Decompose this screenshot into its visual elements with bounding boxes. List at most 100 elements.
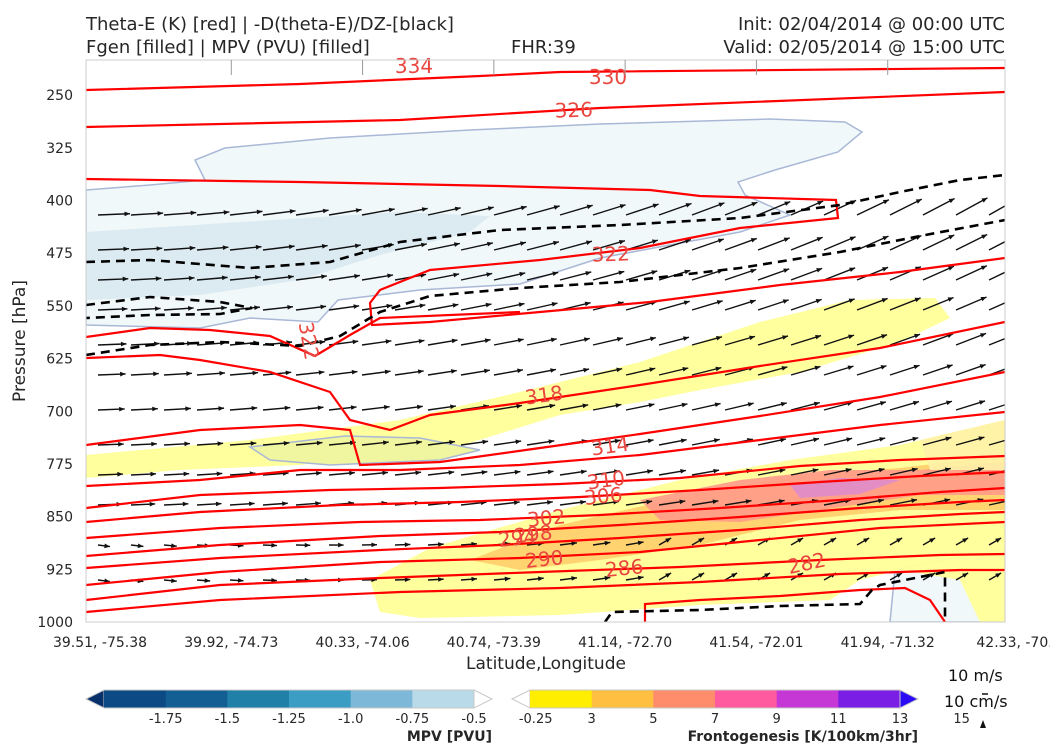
wind-vector-head (321, 274, 327, 279)
wind-vector-head (315, 470, 322, 476)
stability-contour (86, 295, 253, 320)
theta-e-label: 310 (585, 466, 626, 495)
wind-vector-head (282, 501, 288, 506)
wind-vector-head (613, 499, 620, 505)
wind-vector (823, 267, 856, 281)
title-line-1: Theta-E (K) [red] | -D(theta-E)/DZ-[blac… (86, 14, 454, 35)
wind-vector-head (317, 405, 324, 411)
wind-vector-head (438, 577, 444, 582)
y-tick-label: 475 (46, 246, 73, 262)
wind-vector-head (382, 470, 388, 476)
wind-vector-head (685, 203, 692, 208)
wind-vector-head (1014, 265, 1020, 269)
wind-vector-head (122, 276, 129, 282)
wind-vector-head (256, 209, 263, 215)
fgen-colorbar-label: Frontogenesis [K/100km/3hr] (688, 729, 918, 745)
wind-vector-head (190, 210, 197, 216)
wind-vector-head (616, 367, 623, 373)
wind-vector-head (948, 235, 955, 240)
wind-vector-head (879, 401, 886, 406)
wind-vector-head (504, 576, 511, 582)
wind-vector-head (616, 337, 623, 342)
fgen-colorbar-segment (530, 690, 593, 708)
wind-vector-head (714, 402, 721, 408)
wind-vector-head (718, 202, 725, 208)
wind-vector-head (550, 337, 557, 343)
wind-vector-head (613, 469, 620, 475)
wind-vector-head (604, 540, 611, 546)
wind-vector-head (371, 542, 378, 548)
wind-vector-head (1013, 333, 1019, 337)
wind-vector-head (416, 404, 423, 410)
wind-vector-head (518, 302, 525, 308)
x-tick-label: 42.33, -70.6 (976, 635, 1050, 651)
fgen-colorbar: 3 5 7 9 11 13 15 (510, 689, 970, 727)
wind-vector-head (618, 270, 625, 276)
wind-vector-head (516, 404, 523, 409)
wind-vector-head (517, 368, 523, 374)
y-tick-label: 1000 (37, 615, 73, 631)
theta-e-contours (86, 66, 1005, 622)
wind-vector-head (383, 405, 390, 410)
wind-vector-head (404, 542, 411, 547)
wind-vector-head (388, 207, 395, 213)
valid-time: Valid: 02/05/2014 @ 15:00 UTC (723, 37, 1005, 58)
wind-vector-head (882, 236, 889, 241)
wind-vector-head (750, 268, 757, 274)
wind-vector-head (454, 206, 461, 212)
wind-vector-head (683, 300, 690, 306)
wind-vector-head (652, 203, 659, 209)
wind-vector-head (353, 304, 360, 309)
wind-vector-head (284, 405, 291, 411)
wind-vector (691, 238, 725, 251)
wind-vector (724, 237, 758, 251)
wind-vector-head (880, 365, 887, 370)
wind-vector (988, 500, 1005, 506)
wind-vector-head (781, 366, 788, 371)
wind-vectors (97, 197, 1020, 584)
wind-vector-head (185, 406, 191, 412)
wind-vector-head (637, 540, 644, 546)
wind-vector (658, 202, 692, 216)
wind-vector-head (252, 370, 259, 376)
wind-vector-head (683, 336, 689, 341)
y-tick-label: 775 (46, 457, 73, 473)
y-tick-label: 700 (46, 404, 73, 420)
wind-vector-head (814, 365, 821, 371)
wind-vector-head (484, 368, 490, 374)
wind-vector-head (604, 575, 611, 581)
wind-vector (526, 205, 560, 216)
forecast-hour: FHR:39 (511, 37, 576, 58)
y-axis-ticks: 250 325 400 475 550 625 700 775 850 925 1000 (37, 88, 73, 631)
theta-e-contour (86, 320, 1005, 432)
theta-e-label: 302 (526, 504, 566, 532)
wind-vector (724, 201, 758, 216)
wind-vector-head (783, 268, 790, 273)
wind-vector-head (878, 467, 885, 473)
wind-vector-head (981, 234, 988, 240)
wind-vector-head (187, 341, 193, 346)
wind-vector-head (248, 501, 255, 507)
wind-ref-horizontal: 10 m/s (948, 666, 1003, 685)
wind-vector-head (731, 573, 738, 578)
wind-vector-head (1014, 234, 1020, 239)
wind-vector-head (121, 306, 128, 312)
fgen-colorbar-outline (530, 689, 900, 709)
wind-vector-head (149, 501, 156, 507)
wind-vector-head (980, 296, 987, 302)
y-tick-label: 400 (46, 194, 73, 210)
wind-vector-head (962, 573, 969, 578)
mpv-colorbar-end-left (84, 689, 105, 709)
theta-e-contour (86, 177, 1005, 327)
wind-vector-head (995, 538, 1002, 543)
wind-vector (427, 207, 461, 216)
wind-vector-head (580, 500, 586, 505)
fgen-colorbar-tick: 9 (773, 712, 781, 727)
x-tick-label: 41.14, -72.70 (578, 635, 672, 651)
wind-vector-head (271, 542, 277, 548)
wind-vector-head (815, 298, 822, 304)
wind-vector-head (813, 437, 820, 443)
wind-vector-head (845, 468, 852, 473)
wind-vector-head (156, 246, 163, 251)
wind-vector-head (684, 239, 691, 244)
